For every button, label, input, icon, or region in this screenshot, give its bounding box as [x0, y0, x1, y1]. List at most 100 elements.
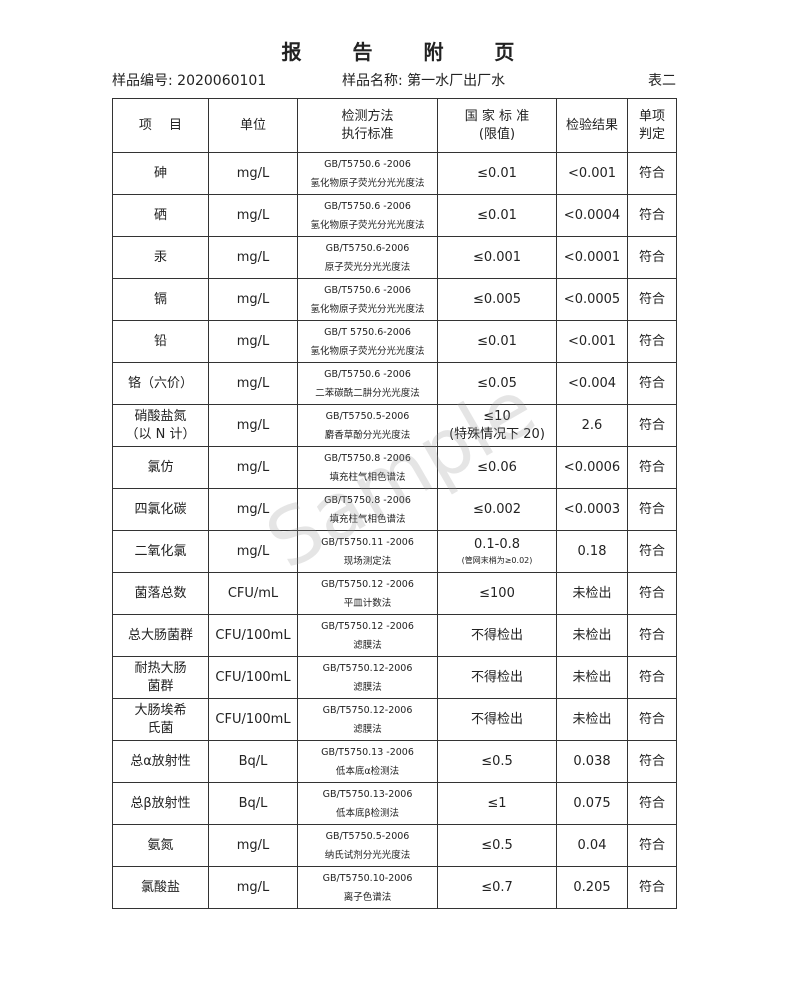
unit-cell: mg/L [208, 194, 298, 237]
unit-cell: CFU/100mL [208, 614, 298, 657]
item-cell: 镉 [112, 278, 209, 321]
result-cell: 0.205 [556, 866, 628, 909]
column-header: 国 家 标 准 (限值) [437, 98, 557, 153]
judgement-cell: 符合 [627, 782, 677, 825]
item-cell: 氯酸盐 [112, 866, 209, 909]
item-cell: 汞 [112, 236, 209, 279]
unit-cell: Bq/L [208, 740, 298, 783]
item-cell: 硒 [112, 194, 209, 237]
table-row: 汞 mg/L GB/T5750.6-2006 原子荧光分光光度法 ≤0.001 <0.00… [112, 236, 677, 279]
item-cell: 四氯化碳 [112, 488, 209, 531]
column-header: 检测方法 执行标准 [297, 98, 438, 153]
table-row: 镉 mg/L GB/T5750.6 -2006 氢化物原子荧光分光光度法 ≤0.005 <… [112, 278, 677, 321]
method-cell: GB/T5750.12 -2006 滤膜法 [297, 614, 438, 657]
column-header: 单位 [208, 98, 298, 153]
unit-cell: mg/L [208, 362, 298, 405]
method-cell: GB/T5750.13 -2006 低本底α检测法 [297, 740, 438, 783]
unit-cell: mg/L [208, 446, 298, 489]
limit-cell: ≤0.01 [437, 194, 557, 237]
judgement-cell: 符合 [627, 698, 677, 741]
standard-code: GB/T 5750.6-2006 [324, 326, 411, 338]
method-cell: GB/T5750.12 -2006 平皿计数法 [297, 572, 438, 615]
limit-cell: ≤0.5 [437, 824, 557, 867]
standard-code: GB/T5750.12 -2006 [321, 578, 414, 590]
table-row: 总α放射性 Bq/L GB/T5750.13 -2006 低本底α检测法 ≤0.5 0.0… [112, 740, 677, 783]
method-name: 原子荧光分光光度法 [324, 261, 411, 273]
method-name: 氢化物原子荧光分光光度法 [310, 177, 425, 189]
unit-cell: mg/L [208, 530, 298, 573]
limit-cell: 不得检出 [437, 698, 557, 741]
unit-cell: CFU/100mL [208, 698, 298, 741]
table-row: 铅 mg/L GB/T 5750.6-2006 氢化物原子荧光分光光度法 ≤0.01 <0… [112, 320, 677, 363]
judgement-cell: 符合 [627, 404, 677, 447]
method-cell: GB/T5750.6 -2006 氢化物原子荧光分光光度法 [297, 152, 438, 195]
judgement-cell: 符合 [627, 614, 677, 657]
method-cell: GB/T5750.6-2006 原子荧光分光光度法 [297, 236, 438, 279]
judgement-cell: 符合 [627, 446, 677, 489]
table-row: 四氯化碳 mg/L GB/T5750.8 -2006 填充柱气相色谱法 ≤0.002 <0… [112, 488, 677, 531]
table-row: 耐热大肠 菌群 CFU/100mL GB/T5750.12-2006 滤膜法 不得检出 未检… [112, 656, 677, 699]
limit-cell: ≤0.01 [437, 320, 557, 363]
result-cell: 未检出 [556, 698, 628, 741]
judgement-cell: 符合 [627, 236, 677, 279]
result-cell: 未检出 [556, 614, 628, 657]
result-cell: 0.04 [556, 824, 628, 867]
standard-code: GB/T5750.12-2006 [322, 662, 413, 674]
table-row: 氯酸盐 mg/L GB/T5750.10-2006 离子色谱法 ≤0.7 0.205 符合 [112, 866, 677, 909]
unit-cell: mg/L [208, 404, 298, 447]
table-row: 大肠埃希 氏菌 CFU/100mL GB/T5750.12-2006 滤膜法 不得检出 未检… [112, 698, 677, 741]
judgement-cell: 符合 [627, 320, 677, 363]
method-cell: GB/T5750.5-2006 纳氏试剂分光光度法 [297, 824, 438, 867]
limit-cell: 0.1-0.8 (管网末梢为≥0.02) [437, 530, 557, 573]
limit-cell: ≤0.5 [437, 740, 557, 783]
result-cell: <0.0005 [556, 278, 628, 321]
method-cell: GB/T5750.13-2006 低本底β检测法 [297, 782, 438, 825]
judgement-cell: 符合 [627, 530, 677, 573]
item-cell: 耐热大肠 菌群 [112, 656, 209, 699]
column-header: 单项 判定 [627, 98, 677, 153]
result-cell: 2.6 [556, 404, 628, 447]
result-cell: 0.18 [556, 530, 628, 573]
method-name: 滤膜法 [353, 723, 382, 735]
method-name: 现场测定法 [343, 555, 392, 567]
result-cell: <0.004 [556, 362, 628, 405]
method-name: 氢化物原子荧光分光光度法 [310, 219, 425, 231]
method-cell: GB/T5750.6 -2006 氢化物原子荧光分光光度法 [297, 278, 438, 321]
standard-code: GB/T5750.12-2006 [322, 704, 413, 716]
result-cell: <0.0003 [556, 488, 628, 531]
unit-cell: CFU/mL [208, 572, 298, 615]
method-name: 氢化物原子荧光分光光度法 [310, 345, 425, 357]
judgement-cell: 符合 [627, 740, 677, 783]
judgement-cell: 符合 [627, 278, 677, 321]
result-cell: <0.0004 [556, 194, 628, 237]
standard-code: GB/T5750.6 -2006 [324, 200, 411, 212]
item-cell: 二氧化氯 [112, 530, 209, 573]
limit-cell: 不得检出 [437, 614, 557, 657]
unit-cell: mg/L [208, 278, 298, 321]
standard-code: GB/T5750.5-2006 [325, 830, 410, 842]
result-cell: <0.0006 [556, 446, 628, 489]
standard-code: GB/T5750.10-2006 [322, 872, 413, 884]
result-cell: 0.038 [556, 740, 628, 783]
standard-code: GB/T5750.12 -2006 [321, 620, 414, 632]
judgement-cell: 符合 [627, 824, 677, 867]
standard-code: GB/T5750.6 -2006 [324, 284, 411, 296]
method-cell: GB/T5750.12-2006 滤膜法 [297, 656, 438, 699]
method-name: 填充柱气相色谱法 [329, 513, 406, 525]
result-cell: <0.001 [556, 152, 628, 195]
standard-code: GB/T5750.8 -2006 [324, 494, 411, 506]
judgement-cell: 符合 [627, 152, 677, 195]
standard-code: GB/T5750.11 -2006 [321, 536, 414, 548]
item-cell: 氯仿 [112, 446, 209, 489]
method-name: 麝香草酚分光光度法 [324, 429, 411, 441]
table-row: 硒 mg/L GB/T5750.6 -2006 氢化物原子荧光分光光度法 ≤0.01 <0… [112, 194, 677, 237]
standard-code: GB/T5750.13-2006 [322, 788, 413, 800]
judgement-cell: 符合 [627, 362, 677, 405]
judgement-cell: 符合 [627, 572, 677, 615]
method-name: 平皿计数法 [343, 597, 392, 609]
method-name: 填充柱气相色谱法 [329, 471, 406, 483]
standard-code: GB/T5750.13 -2006 [321, 746, 414, 758]
method-cell: GB/T5750.8 -2006 填充柱气相色谱法 [297, 488, 438, 531]
standard-code: GB/T5750.8 -2006 [324, 452, 411, 464]
method-name: 氢化物原子荧光分光光度法 [310, 303, 425, 315]
